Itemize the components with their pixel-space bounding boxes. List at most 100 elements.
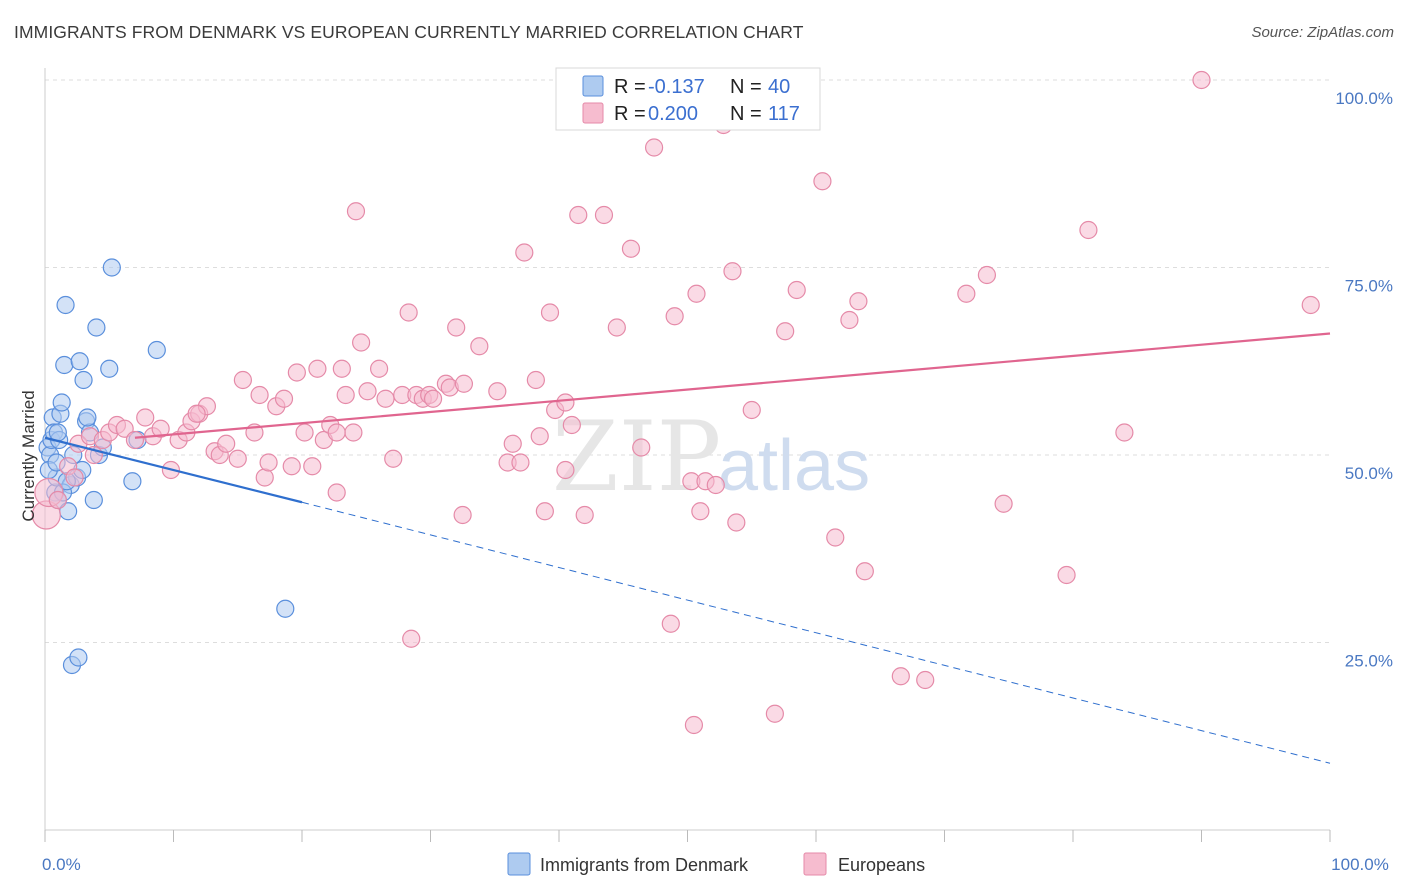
scatter-point — [55, 355, 74, 375]
scatter-point — [228, 449, 247, 468]
scatter-point — [102, 258, 121, 277]
scatter-point — [1057, 565, 1076, 585]
scatter-point — [813, 172, 832, 191]
scatter-point — [423, 389, 443, 408]
y-tick-label: 100.0% — [1335, 89, 1393, 108]
scatter-point — [776, 322, 795, 341]
scatter-point — [840, 310, 859, 330]
scatter-point — [125, 430, 145, 450]
scatter-point — [376, 389, 395, 408]
scatter-point — [562, 415, 581, 435]
scatter-point — [849, 292, 868, 311]
scatter-point — [706, 475, 725, 495]
scatter-point — [52, 393, 71, 412]
y-axis-label: Currently Married — [19, 390, 38, 521]
scatter-point — [48, 490, 67, 510]
scatter-point — [276, 599, 295, 618]
scatter-point — [69, 648, 88, 667]
bottom-legend-label-europeans: Europeans — [838, 855, 925, 875]
tick-labels: 25.0% 50.0% 75.0% 100.0% 0.0% 100.0% — [42, 89, 1393, 874]
scatter-point — [74, 370, 93, 390]
trend-line-denmark — [44, 436, 303, 504]
scatter-point — [1079, 220, 1098, 240]
scatter-point — [233, 370, 252, 390]
legend-n-label-denmark: N = — [730, 76, 762, 98]
scatter-point — [344, 423, 363, 442]
bottom-legend-swatch-denmark — [507, 852, 531, 876]
scatter-point — [470, 337, 489, 356]
scatter-point — [255, 468, 274, 487]
legend: R = -0.137 N = 40 R = 0.200 N = 117 — [555, 67, 821, 131]
legend-n-label-europeans: N = — [730, 103, 762, 125]
scatter-point — [78, 408, 97, 427]
scatter-point — [100, 359, 119, 378]
scatter-point — [621, 239, 641, 258]
scatter-point — [723, 262, 742, 281]
trend-line-denmark-extrapolated — [301, 501, 1331, 764]
scatter-point — [994, 494, 1013, 513]
scatter-point — [332, 359, 351, 378]
scatter-point — [826, 528, 845, 547]
legend-n-value-denmark: 40 — [768, 76, 790, 98]
legend-r-label-europeans: R = — [614, 103, 646, 125]
scatter-point — [136, 408, 155, 427]
scatter-point — [327, 483, 346, 502]
scatter-point — [569, 205, 588, 225]
scatter-point — [632, 438, 651, 457]
scatter-point — [1115, 423, 1134, 442]
scatter-point — [488, 382, 507, 401]
scatter-point — [84, 490, 103, 510]
bottom-legend: Immigrants from Denmark Europeans — [507, 852, 925, 876]
legend-n-value-europeans: 117 — [768, 103, 800, 125]
watermark: ZIP atlas — [552, 401, 870, 513]
scatter-point — [687, 284, 706, 303]
scatter-point — [661, 614, 680, 633]
y-tick-label: 75.0% — [1345, 277, 1393, 296]
scatter-point — [916, 670, 935, 690]
y-tick-label: 50.0% — [1345, 464, 1393, 483]
scatter-point — [402, 629, 421, 648]
scatter-point — [295, 423, 314, 442]
scatter-point — [287, 363, 306, 382]
bottom-legend-swatch-europeans — [803, 852, 827, 876]
scatter-point — [70, 352, 89, 371]
chart-title: IMMIGRANTS FROM DENMARK VS EUROPEAN CURR… — [14, 22, 804, 42]
scatter-point — [123, 472, 142, 491]
scatter-point — [503, 434, 522, 453]
scatter-point — [447, 318, 466, 337]
grid-lines — [45, 79, 1330, 643]
scatter-point — [684, 715, 704, 735]
scatter-point — [308, 359, 327, 378]
legend-swatch-denmark — [582, 75, 604, 97]
watermark-atlas: atlas — [718, 426, 870, 506]
scatter-point — [282, 457, 301, 476]
scatter-point — [274, 389, 294, 408]
scatter-point — [556, 393, 575, 412]
scatter-point — [765, 704, 784, 723]
scatter-point — [370, 359, 389, 378]
scatter-point — [526, 370, 545, 390]
legend-r-label-denmark: R = — [614, 76, 646, 98]
scatter-point — [65, 468, 84, 487]
scatter-point — [147, 340, 166, 360]
scatter-point — [511, 453, 530, 472]
scatter-point — [187, 404, 206, 423]
scatter-point — [594, 205, 614, 225]
trend-lines — [44, 332, 1331, 764]
x-tick-label: 100.0% — [1331, 855, 1389, 874]
scatter-point — [327, 423, 346, 442]
scatter-point — [727, 513, 746, 532]
scatter-point — [644, 138, 664, 157]
scatter-point — [56, 295, 75, 315]
scatter-point — [303, 457, 322, 476]
trend-line-europeans — [134, 332, 1331, 439]
chart-source: Source: ZipAtlas.com — [1251, 24, 1394, 41]
scatter-point — [87, 318, 106, 337]
scatter-point — [535, 502, 554, 521]
scatter-point — [151, 419, 170, 438]
scatter-point — [607, 318, 626, 337]
scatter-point — [384, 449, 403, 468]
scatter-point — [217, 434, 236, 453]
scatter-point — [977, 265, 997, 285]
